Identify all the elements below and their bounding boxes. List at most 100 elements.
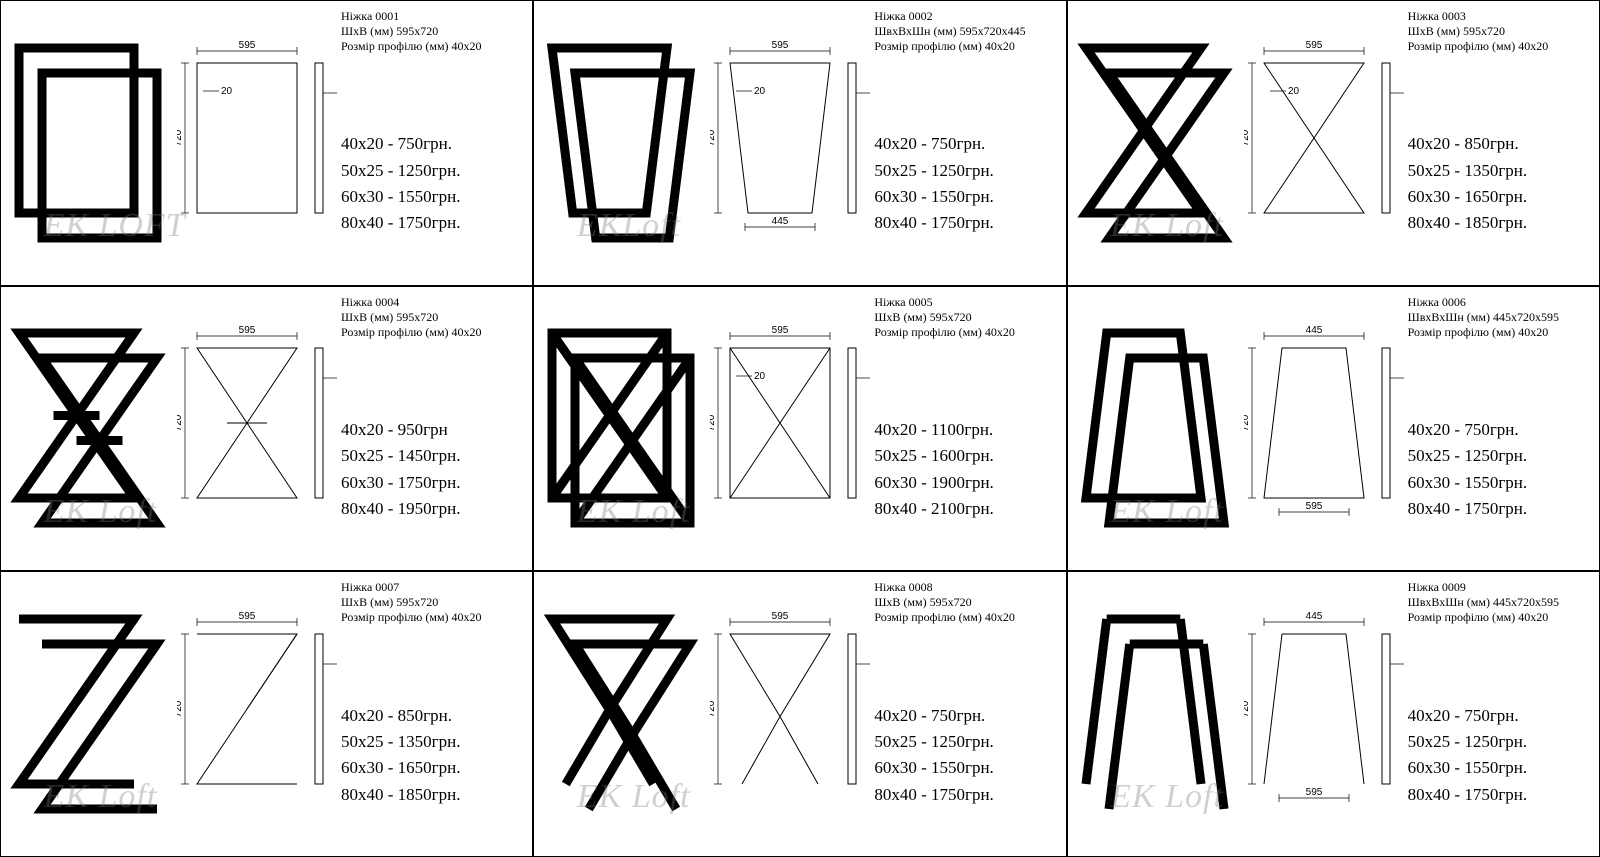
- dimension-drawing: 445 595 720 40: [1244, 594, 1404, 834]
- price-row: 80х40 - 1950грн.: [341, 496, 526, 522]
- price-row: 50х25 - 1250грн.: [1408, 729, 1593, 755]
- catalog-cell-0001: 595 720 40 20 Ніжка 0001ШхВ (мм) 595x720…: [0, 0, 533, 286]
- iso-view: [7, 599, 177, 829]
- svg-text:720: 720: [710, 700, 717, 717]
- price-row: 60х30 - 1550грн.: [1408, 755, 1593, 781]
- dimension-drawing: 595 720 40: [177, 594, 337, 834]
- dimension-drawing: 595 720 40 20: [1244, 23, 1404, 263]
- svg-text:595: 595: [1305, 501, 1322, 512]
- dims-line: ШвхВхШн (мм) 445x720x595: [1408, 595, 1593, 610]
- catalog-cell-0008: 595 720 40 Ніжка 0008ШхВ (мм) 595x720Роз…: [533, 571, 1066, 857]
- price-row: 80х40 - 1750грн.: [1408, 782, 1593, 808]
- profile-line: Розмір профілю (мм) 40х20: [1408, 325, 1593, 340]
- profile-line: Розмір профілю (мм) 40х20: [874, 610, 1059, 625]
- profile-line: Розмір профілю (мм) 40х20: [341, 610, 526, 625]
- price-row: 60х30 - 1550грн.: [341, 184, 526, 210]
- svg-text:595: 595: [772, 40, 789, 51]
- spec-header: Ніжка 0001ШхВ (мм) 595x720Розмір профілю…: [341, 9, 526, 54]
- info-column: Ніжка 0001ШхВ (мм) 595x720Розмір профілю…: [337, 9, 526, 277]
- svg-text:445: 445: [772, 216, 789, 227]
- info-column: Ніжка 0008ШхВ (мм) 595x720Розмір профілю…: [870, 580, 1059, 848]
- price-row: 80х40 - 1750грн.: [874, 210, 1059, 236]
- info-column: Ніжка 0007ШхВ (мм) 595x720Розмір профілю…: [337, 580, 526, 848]
- model-title: Ніжка 0005: [874, 295, 1059, 310]
- price-row: 40х20 - 750грн.: [874, 703, 1059, 729]
- catalog-cell-0004: 595 720 40 Ніжка 0004ШхВ (мм) 595x720Роз…: [0, 286, 533, 572]
- price-list: 40х20 - 750грн.50х25 - 1250грн.60х30 - 1…: [1408, 417, 1593, 562]
- dims-line: ШхВ (мм) 595x720: [341, 310, 526, 325]
- price-row: 40х20 - 1100грн.: [874, 417, 1059, 443]
- price-list: 40х20 - 950грн50х25 - 1450грн.60х30 - 17…: [341, 417, 526, 562]
- spec-header: Ніжка 0004ШхВ (мм) 595x720Розмір профілю…: [341, 295, 526, 340]
- model-title: Ніжка 0009: [1408, 580, 1593, 595]
- price-row: 80х40 - 1850грн.: [1408, 210, 1593, 236]
- dimension-drawing: 595 720 40: [177, 308, 337, 548]
- spec-header: Ніжка 0002ШвхВхШн (мм) 595x720x445Розмір…: [874, 9, 1059, 54]
- iso-view: [540, 599, 710, 829]
- price-row: 40х20 - 750грн.: [341, 131, 526, 157]
- price-row: 60х30 - 1550грн.: [874, 184, 1059, 210]
- info-column: Ніжка 0003ШхВ (мм) 595x720Розмір профілю…: [1404, 9, 1593, 277]
- info-column: Ніжка 0005ШхВ (мм) 595x720Розмір профілю…: [870, 295, 1059, 563]
- price-row: 40х20 - 750грн.: [1408, 417, 1593, 443]
- svg-text:720: 720: [177, 415, 184, 432]
- svg-text:595: 595: [772, 325, 789, 336]
- model-title: Ніжка 0008: [874, 580, 1059, 595]
- model-title: Ніжка 0007: [341, 580, 526, 595]
- dims-line: ШхВ (мм) 595x720: [874, 310, 1059, 325]
- dims-line: ШхВ (мм) 595x720: [341, 24, 526, 39]
- svg-text:720: 720: [710, 129, 717, 146]
- dims-line: ШхВ (мм) 595x720: [341, 595, 526, 610]
- catalog-cell-0003: 595 720 40 20 Ніжка 0003ШхВ (мм) 595x720…: [1067, 0, 1600, 286]
- spec-header: Ніжка 0005ШхВ (мм) 595x720Розмір профілю…: [874, 295, 1059, 340]
- price-row: 80х40 - 1750грн.: [1408, 496, 1593, 522]
- spec-header: Ніжка 0006ШвхВхШн (мм) 445x720x595Розмір…: [1408, 295, 1593, 340]
- price-list: 40х20 - 750грн.50х25 - 1250грн.60х30 - 1…: [874, 703, 1059, 848]
- info-column: Ніжка 0004ШхВ (мм) 595x720Розмір профілю…: [337, 295, 526, 563]
- svg-text:445: 445: [1305, 325, 1322, 336]
- svg-text:720: 720: [1244, 700, 1251, 717]
- price-row: 50х25 - 1250грн.: [1408, 443, 1593, 469]
- price-row: 80х40 - 2100грн.: [874, 496, 1059, 522]
- svg-text:720: 720: [177, 700, 184, 717]
- price-row: 50х25 - 1600грн.: [874, 443, 1059, 469]
- spec-header: Ніжка 0007ШхВ (мм) 595x720Розмір профілю…: [341, 580, 526, 625]
- model-title: Ніжка 0002: [874, 9, 1059, 24]
- svg-text:595: 595: [239, 611, 256, 622]
- catalog-cell-0009: 445 595 720 40 Ніжка 0009ШвхВхШн (мм) 44…: [1067, 571, 1600, 857]
- price-row: 50х25 - 1250грн.: [874, 158, 1059, 184]
- catalog-cell-0007: 595 720 40 Ніжка 0007ШхВ (мм) 595x720Роз…: [0, 571, 533, 857]
- price-list: 40х20 - 850грн.50х25 - 1350грн.60х30 - 1…: [341, 703, 526, 848]
- iso-view: [1074, 28, 1244, 258]
- svg-text:595: 595: [239, 325, 256, 336]
- svg-text:720: 720: [1244, 415, 1251, 432]
- catalog-cell-0006: 445 595 720 40 Ніжка 0006ШвхВхШн (мм) 44…: [1067, 286, 1600, 572]
- price-row: 40х20 - 950грн: [341, 417, 526, 443]
- price-row: 60х30 - 1550грн.: [1408, 470, 1593, 496]
- price-list: 40х20 - 750грн.50х25 - 1250грн.60х30 - 1…: [341, 131, 526, 276]
- dims-line: ШвхВхШн (мм) 595x720x445: [874, 24, 1059, 39]
- dims-line: ШхВ (мм) 595x720: [1408, 24, 1593, 39]
- price-row: 50х25 - 1250грн.: [341, 158, 526, 184]
- svg-text:595: 595: [239, 40, 256, 51]
- price-list: 40х20 - 750грн.50х25 - 1250грн.60х30 - 1…: [1408, 703, 1593, 848]
- model-title: Ніжка 0003: [1408, 9, 1593, 24]
- spec-header: Ніжка 0008ШхВ (мм) 595x720Розмір профілю…: [874, 580, 1059, 625]
- price-row: 60х30 - 1650грн.: [341, 755, 526, 781]
- catalog-grid: 595 720 40 20 Ніжка 0001ШхВ (мм) 595x720…: [0, 0, 1600, 857]
- dims-line: ШхВ (мм) 595x720: [874, 595, 1059, 610]
- price-row: 40х20 - 750грн.: [1408, 703, 1593, 729]
- model-title: Ніжка 0001: [341, 9, 526, 24]
- price-row: 60х30 - 1550грн.: [874, 755, 1059, 781]
- dimension-drawing: 595 445 720 40 20: [710, 23, 870, 263]
- price-row: 50х25 - 1450грн.: [341, 443, 526, 469]
- catalog-cell-0002: 595 445 720 40 20 Ніжка 0002ШвхВхШн (мм)…: [533, 0, 1066, 286]
- dimension-drawing: 595 720 40 20: [710, 308, 870, 548]
- info-column: Ніжка 0009ШвхВхШн (мм) 445x720x595Розмір…: [1404, 580, 1593, 848]
- svg-text:595: 595: [772, 611, 789, 622]
- svg-text:720: 720: [177, 129, 184, 146]
- iso-view: [540, 28, 710, 258]
- profile-line: Розмір профілю (мм) 40х20: [341, 325, 526, 340]
- profile-line: Розмір профілю (мм) 40х20: [1408, 39, 1593, 54]
- catalog-cell-0005: 595 720 40 20 Ніжка 0005ШхВ (мм) 595x720…: [533, 286, 1066, 572]
